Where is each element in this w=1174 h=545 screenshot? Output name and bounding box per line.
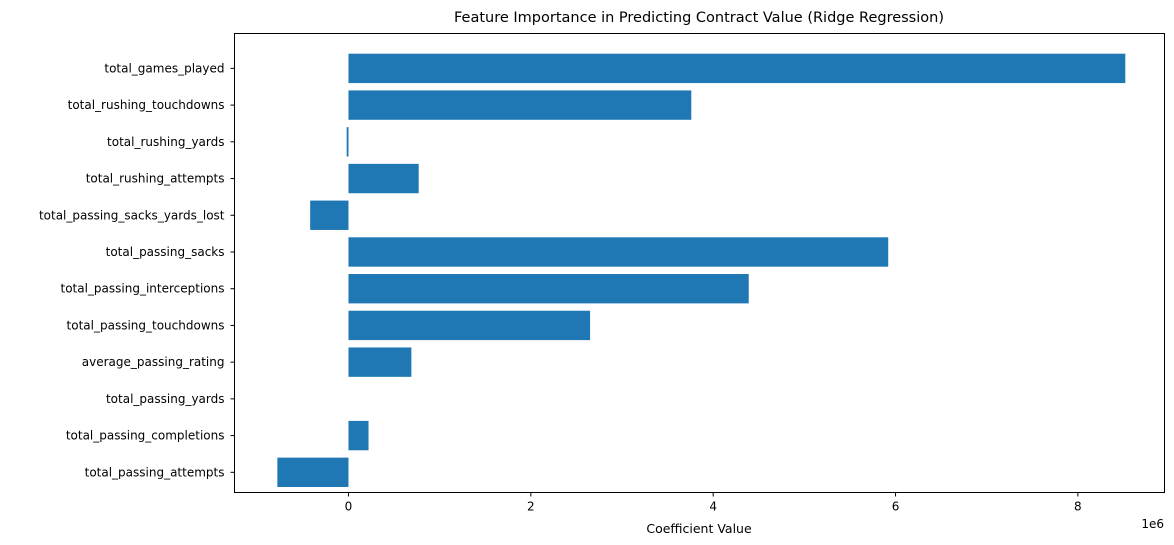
y-tick-label: total_passing_yards	[106, 392, 225, 406]
y-tick-label: total_passing_sacks_yards_lost	[39, 208, 225, 222]
y-tick-label: total_rushing_touchdowns	[68, 98, 225, 112]
bar-total-rushing-touchdowns	[348, 90, 692, 120]
x-axis-label: Coefficient Value	[646, 521, 752, 536]
bar-total-rushing-attempts	[348, 163, 419, 194]
x-tick-label: 0	[345, 500, 353, 514]
y-tick-label: total_rushing_attempts	[86, 172, 225, 186]
y-tick-label: average_passing_rating	[82, 355, 225, 369]
bar-average-passing-rating	[348, 347, 412, 377]
y-tick-label: total_passing_completions	[66, 429, 225, 443]
plot-frame	[234, 33, 1165, 493]
x-axis-offset-text: 1e6	[1141, 517, 1164, 531]
y-tick-label: total_passing_touchdowns	[67, 318, 225, 332]
bar-total-passing-completions	[348, 420, 369, 451]
y-tick-label: total_games_played	[104, 61, 224, 75]
x-tick-label: 8	[1074, 500, 1082, 514]
bar-total-passing-sacks-yards-lost	[310, 200, 349, 230]
chart-title: Feature Importance in Predicting Contrac…	[454, 10, 944, 26]
bar-total-passing-touchdowns	[348, 310, 591, 341]
y-tick-label: total_rushing_yards	[107, 135, 224, 149]
y-tick-label: total_passing_interceptions	[60, 282, 224, 296]
bar-total-passing-interceptions	[348, 274, 749, 304]
y-tick-label: total_passing_sacks	[106, 245, 225, 259]
x-tick-label: 6	[892, 500, 900, 514]
bar-total-passing-attempts	[277, 457, 349, 487]
bar-total-games-played	[348, 53, 1126, 84]
bar-total-passing-sacks	[348, 237, 889, 267]
x-tick-label: 4	[709, 500, 717, 514]
bar-total-rushing-yards	[346, 127, 349, 157]
x-tick-label: 2	[527, 500, 535, 514]
y-tick-label: total_passing_attempts	[85, 465, 225, 479]
